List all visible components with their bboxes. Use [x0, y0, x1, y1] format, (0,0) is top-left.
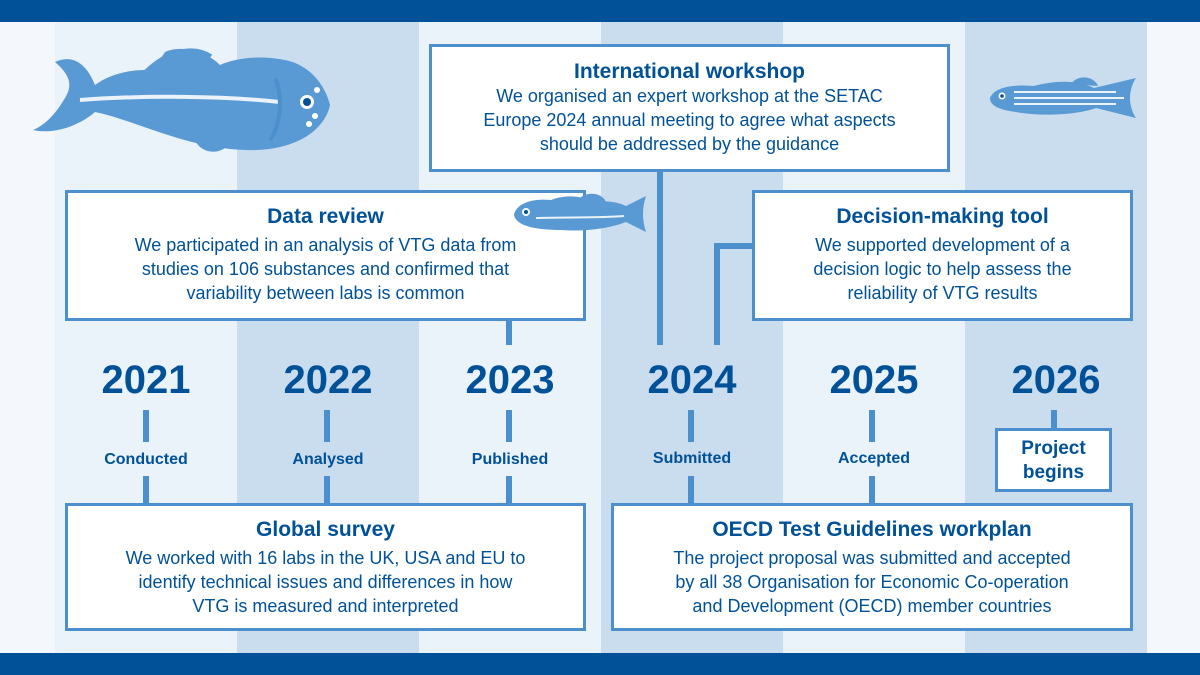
year-2026: 2026	[1011, 358, 1101, 402]
tick-2023-lower	[506, 476, 512, 506]
year-2025: 2025	[829, 358, 919, 402]
connector-decision-tool-h	[714, 243, 756, 249]
data-review-box: Data review We participated in an analys…	[65, 190, 586, 321]
year-2021: 2021	[101, 358, 191, 402]
top-banner-bar	[0, 0, 1200, 22]
tick-2022-upper	[324, 410, 330, 442]
medium-fish-icon	[514, 193, 646, 232]
workshop-text-line2: Europe 2024 annual meeting to agree what…	[483, 110, 896, 130]
project-begins-line1: Project	[1021, 438, 1086, 459]
connector-workshop	[657, 170, 663, 345]
project-begins-box: Project begins	[995, 428, 1112, 492]
tick-2024-upper	[688, 410, 694, 442]
data-review-text-line1: We participated in an analysis of VTG da…	[134, 235, 517, 255]
workshop-text-line1: We organised an expert workshop at the S…	[496, 86, 883, 106]
status-2024: Submitted	[652, 450, 732, 467]
data-review-title: Data review	[267, 205, 384, 228]
decision-tool-box: Decision-making tool We supported develo…	[752, 190, 1133, 321]
global-survey-title: Global survey	[256, 518, 395, 541]
global-survey-text-line2: identify technical issues and difference…	[138, 572, 513, 592]
tick-2025-upper	[869, 410, 875, 442]
tick-2021-upper	[143, 410, 149, 442]
workshop-title: International workshop	[573, 60, 806, 83]
global-survey-text-line1: We worked with 16 labs in the UK, USA an…	[125, 548, 526, 568]
connector-decision-tool-v	[714, 243, 720, 345]
status-2021: Conducted	[104, 451, 188, 468]
workshop-text-line3: should be addressed by the guidance	[539, 134, 840, 154]
status-2025: Accepted	[837, 450, 911, 467]
workshop-box: International workshop We organised an e…	[429, 44, 950, 172]
year-2024: 2024	[647, 358, 737, 402]
global-survey-box: Global survey We worked with 16 labs in …	[65, 503, 586, 631]
bottom-banner-bar	[0, 653, 1200, 675]
oecd-workplan-title: OECD Test Guidelines workplan	[712, 518, 1032, 541]
connector-data-review	[506, 318, 512, 345]
decision-tool-text-line3: reliability of VTG results	[847, 283, 1038, 303]
tick-2022-lower	[324, 476, 330, 506]
decision-tool-text-line2: decision logic to help assess the	[813, 259, 1072, 279]
status-2022: Analysed	[292, 451, 364, 468]
year-2022: 2022	[283, 358, 373, 402]
oecd-workplan-text-line3: and Development (OECD) member countries	[692, 596, 1052, 616]
oecd-workplan-text-line1: The project proposal was submitted and a…	[673, 548, 1071, 568]
decision-tool-title: Decision-making tool	[836, 205, 1049, 228]
tick-2025-lower	[869, 476, 875, 506]
oecd-workplan-text-line2: by all 38 Organisation for Economic Co-o…	[675, 572, 1069, 592]
tick-2026-upper	[1051, 410, 1057, 430]
small-striped-fish-icon	[990, 77, 1136, 118]
oecd-workplan-box: OECD Test Guidelines workplan The projec…	[611, 503, 1133, 631]
status-2023: Published	[471, 451, 549, 468]
data-review-text-line3: variability between labs is common	[186, 283, 465, 303]
global-survey-text-line3: VTG is measured and interpreted	[192, 596, 459, 616]
large-fish-icon	[33, 48, 330, 152]
tick-2021-lower	[143, 476, 149, 506]
data-review-text-line2: studies on 106 substances and confirmed …	[141, 259, 510, 279]
year-2023: 2023	[465, 358, 555, 402]
project-begins-line2: begins	[1022, 462, 1085, 483]
decision-tool-text-line1: We supported development of a	[815, 235, 1070, 255]
tick-2023-upper	[506, 410, 512, 442]
tick-2024-lower	[688, 476, 694, 506]
